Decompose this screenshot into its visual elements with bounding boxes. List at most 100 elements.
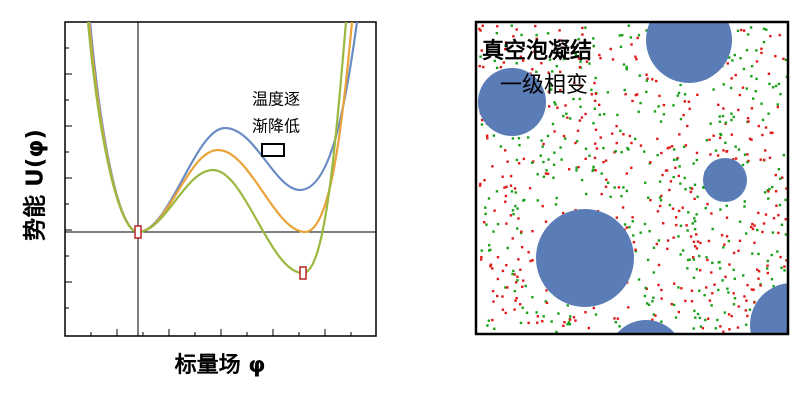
particle bbox=[672, 175, 675, 179]
particle bbox=[496, 294, 499, 298]
plot-frame bbox=[64, 21, 377, 337]
particle bbox=[502, 61, 506, 64]
particle bbox=[668, 146, 671, 149]
particle bbox=[536, 173, 539, 176]
particle bbox=[672, 282, 676, 285]
particle bbox=[501, 308, 505, 311]
particle bbox=[744, 323, 748, 326]
particle bbox=[750, 107, 754, 110]
particle bbox=[722, 107, 725, 110]
particle bbox=[696, 195, 699, 198]
particle bbox=[558, 29, 561, 32]
particle bbox=[669, 180, 673, 183]
particle bbox=[703, 294, 706, 297]
particle bbox=[760, 47, 763, 51]
particle bbox=[738, 220, 742, 223]
particle bbox=[772, 217, 776, 220]
particle bbox=[739, 57, 742, 60]
particle bbox=[745, 48, 749, 52]
particle bbox=[652, 313, 655, 316]
particle bbox=[730, 133, 734, 136]
particle bbox=[553, 130, 556, 133]
particle bbox=[636, 36, 639, 40]
particle bbox=[581, 33, 584, 36]
particle bbox=[554, 203, 558, 206]
particle bbox=[609, 47, 612, 51]
particle bbox=[631, 216, 634, 219]
particle bbox=[491, 318, 494, 322]
particle bbox=[531, 68, 534, 71]
particle bbox=[520, 285, 524, 289]
particle bbox=[711, 261, 714, 265]
particle bbox=[536, 321, 539, 324]
particle bbox=[634, 55, 637, 58]
particle bbox=[496, 25, 499, 28]
particle bbox=[492, 134, 496, 137]
bubble bbox=[646, 22, 732, 83]
particle bbox=[594, 76, 597, 80]
particle bbox=[730, 118, 733, 122]
particle bbox=[631, 99, 634, 103]
particle bbox=[540, 61, 543, 65]
particle bbox=[503, 149, 507, 152]
particle bbox=[744, 309, 748, 312]
particle bbox=[745, 299, 748, 302]
particle bbox=[559, 89, 562, 92]
particle bbox=[723, 243, 726, 246]
particle bbox=[767, 197, 770, 200]
particle bbox=[719, 133, 723, 137]
particle bbox=[767, 190, 770, 193]
particle bbox=[670, 145, 674, 148]
particle bbox=[483, 221, 486, 224]
particle bbox=[666, 239, 670, 242]
particle bbox=[727, 239, 731, 243]
particle bbox=[613, 151, 616, 154]
particle bbox=[478, 184, 482, 187]
particle bbox=[755, 49, 758, 52]
particle bbox=[677, 209, 681, 213]
false-vacuum-marker bbox=[134, 225, 142, 239]
particle bbox=[505, 263, 508, 267]
particle bbox=[615, 216, 619, 219]
particle bbox=[557, 312, 560, 315]
particle bbox=[520, 33, 523, 37]
particle bbox=[584, 311, 587, 314]
particle bbox=[519, 231, 523, 235]
particle bbox=[576, 129, 580, 132]
particle bbox=[674, 316, 678, 319]
particle bbox=[732, 158, 735, 161]
particle bbox=[741, 86, 745, 89]
particle bbox=[554, 103, 557, 106]
particle bbox=[733, 297, 737, 300]
particle bbox=[512, 269, 515, 273]
particle bbox=[644, 181, 647, 184]
particle bbox=[778, 33, 781, 37]
particle bbox=[626, 146, 629, 150]
particle bbox=[547, 71, 550, 74]
particle bbox=[622, 132, 625, 136]
particle bbox=[723, 311, 727, 314]
particle bbox=[732, 303, 736, 306]
particle bbox=[521, 306, 524, 310]
particle bbox=[725, 235, 729, 238]
particle bbox=[517, 137, 521, 140]
particle bbox=[550, 320, 553, 323]
particle bbox=[550, 84, 553, 88]
particle bbox=[761, 230, 764, 234]
particle bbox=[696, 93, 699, 97]
particle bbox=[575, 166, 578, 169]
curve-low bbox=[86, 22, 348, 275]
particle bbox=[692, 162, 695, 165]
particle bbox=[766, 259, 769, 263]
particle bbox=[620, 34, 624, 37]
particle bbox=[486, 324, 489, 327]
particle bbox=[726, 287, 729, 290]
particle bbox=[768, 187, 771, 191]
particle bbox=[566, 116, 569, 119]
particle bbox=[746, 153, 749, 156]
particle bbox=[619, 129, 622, 133]
particle bbox=[679, 83, 682, 87]
particle bbox=[657, 263, 661, 267]
particle bbox=[692, 276, 696, 279]
particle bbox=[708, 138, 711, 141]
